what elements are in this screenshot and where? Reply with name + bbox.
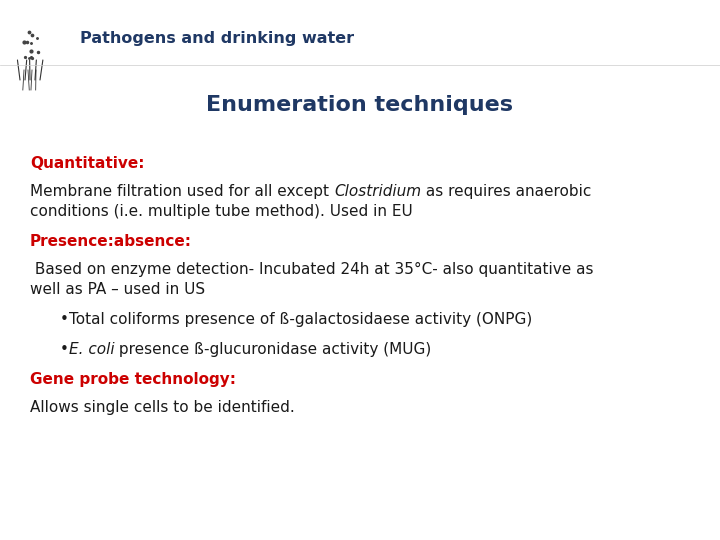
Text: Pathogens and drinking water: Pathogens and drinking water xyxy=(80,30,354,45)
Text: E. coli: E. coli xyxy=(69,342,114,357)
Text: Allows single cells to be identified.: Allows single cells to be identified. xyxy=(30,400,294,415)
Text: conditions (i.e. multiple tube method). Used in EU: conditions (i.e. multiple tube method). … xyxy=(30,204,413,219)
Text: Enumeration techniques: Enumeration techniques xyxy=(207,95,513,115)
Text: presence ß-glucuronidase activity (MUG): presence ß-glucuronidase activity (MUG) xyxy=(114,342,432,357)
Text: Based on enzyme detection- Incubated 24h at 35°C- also quantitative as: Based on enzyme detection- Incubated 24h… xyxy=(30,262,593,277)
Text: Total coliforms presence of ß-galactosidaese activity (ONPG): Total coliforms presence of ß-galactosid… xyxy=(69,312,532,327)
Text: well as PA – used in US: well as PA – used in US xyxy=(30,282,205,297)
Text: as requires anaerobic: as requires anaerobic xyxy=(421,184,591,199)
Text: Clostridium: Clostridium xyxy=(334,184,421,199)
Text: Membrane filtration used for all except: Membrane filtration used for all except xyxy=(30,184,334,199)
Text: Presence:absence:: Presence:absence: xyxy=(30,234,192,249)
Text: Gene probe technology:: Gene probe technology: xyxy=(30,372,236,387)
Text: Quantitative:: Quantitative: xyxy=(30,156,145,171)
Text: •: • xyxy=(60,342,69,357)
Text: •: • xyxy=(60,312,69,327)
